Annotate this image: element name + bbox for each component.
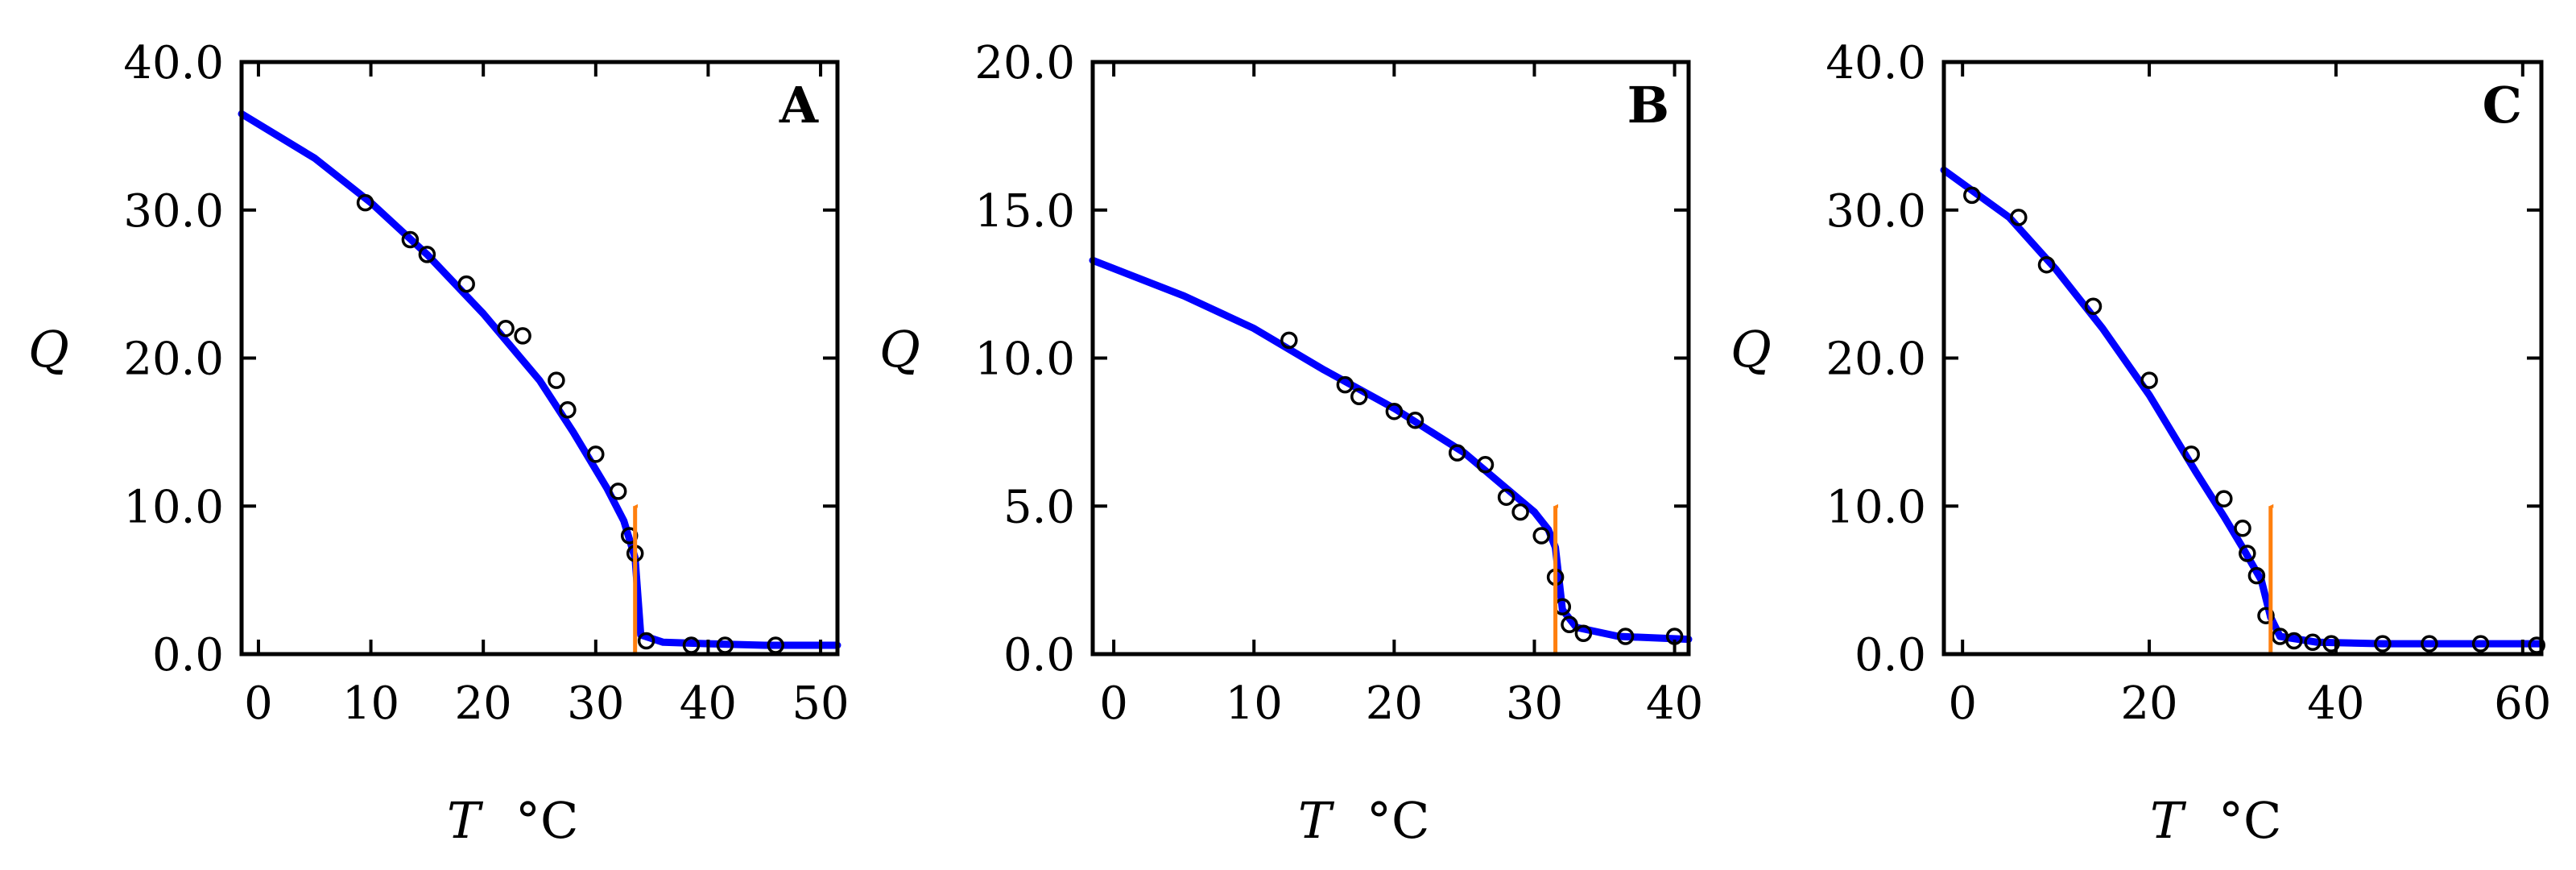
data-point	[1406, 411, 1424, 429]
panel-b: 0.0 5.0 10.0 15.0 20.0 0 10 20 30 40 T °C Q B	[879, 37, 1703, 850]
data-point	[1280, 331, 1298, 350]
x-tick-label: 10	[342, 677, 399, 730]
data-point	[1532, 527, 1550, 545]
data-point	[637, 632, 655, 650]
x-tick-label: 40	[680, 677, 737, 730]
y-tick-label: 10.0	[974, 334, 1075, 386]
x-tick-label: 50	[792, 677, 849, 730]
data-point	[1963, 186, 1981, 205]
x-axis-symbol: T	[1298, 791, 1335, 850]
data-point	[356, 193, 374, 212]
y-tick-label: 0.0	[1854, 629, 1926, 682]
data-point	[1574, 624, 1593, 643]
data-point	[587, 445, 605, 463]
y-tick-label: 20.0	[123, 334, 224, 386]
data-point	[559, 401, 577, 419]
y-tick-label: 0.0	[1003, 629, 1075, 682]
data-markers	[1963, 186, 2545, 654]
panel-letter: A	[779, 76, 819, 135]
x-axis-unit: °C	[1367, 791, 1429, 850]
data-point	[2182, 445, 2200, 463]
data-point	[2215, 490, 2233, 508]
y-axis-label: Q	[879, 320, 920, 379]
data-point	[1476, 456, 1495, 474]
plot-frame	[1941, 60, 2544, 657]
fit-curve-series-1	[1089, 256, 1693, 644]
y-tick-label: 30.0	[1826, 185, 1926, 238]
x-axis-unit: °C	[2218, 791, 2281, 850]
x-tick-label: 0	[1099, 677, 1128, 730]
y-tick-label: 0.0	[152, 629, 224, 682]
data-point	[548, 371, 565, 389]
panel-letter: B	[1627, 76, 1669, 135]
x-tick-label: 20	[2120, 677, 2177, 730]
y-axis-label: Q	[1730, 320, 1772, 379]
x-tick-label: 30	[567, 677, 624, 730]
x-tick-label: 20	[455, 677, 512, 730]
y-tick-label: 20.0	[974, 37, 1075, 89]
y-tick-label: 20.0	[1826, 334, 1926, 386]
data-point	[2247, 566, 2266, 585]
data-point	[1616, 628, 1635, 645]
x-tick-label: 0	[244, 677, 273, 730]
x-axis-symbol: T	[2150, 791, 2187, 850]
data-point	[2239, 545, 2256, 562]
plot-frame	[239, 60, 840, 657]
data-point	[2037, 255, 2056, 274]
x-tick-label: 30	[1506, 677, 1563, 730]
x-axis-symbol: T	[447, 791, 484, 850]
data-point	[2374, 635, 2392, 652]
y-tick-label: 40.0	[1826, 37, 1926, 89]
data-markers	[1280, 331, 1684, 645]
x-tick-label: 40	[1646, 677, 1703, 730]
x-tick-label: 0	[1948, 677, 1977, 730]
data-point	[2257, 607, 2275, 624]
y-tick-label: 10.0	[1826, 481, 1926, 533]
data-point	[2010, 209, 2028, 226]
data-point	[1448, 444, 1466, 462]
data-point	[2421, 635, 2438, 652]
plot-frame	[1090, 60, 1691, 657]
data-point	[401, 230, 420, 249]
data-point	[2322, 635, 2340, 652]
data-point	[1561, 615, 1578, 634]
y-tick-label: 5.0	[1003, 481, 1075, 533]
y-axis-label: Q	[28, 320, 69, 379]
data-point	[1511, 503, 1529, 521]
data-point	[457, 275, 475, 293]
panel-c: 0.0 10.0 20.0 30.0 40.0 0 20 40 60 T °C Q C	[1730, 37, 2551, 850]
data-point	[2285, 632, 2303, 650]
data-point	[2471, 635, 2490, 652]
data-point	[1497, 488, 1515, 506]
data-point	[497, 319, 515, 338]
data-point	[418, 246, 436, 263]
y-tick-label: 30.0	[123, 185, 224, 238]
panel-letter: C	[2483, 76, 2522, 135]
fit-curve-series-1	[238, 110, 841, 649]
x-axis-unit: °C	[515, 791, 578, 850]
data-point	[1385, 402, 1404, 420]
x-tick-label: 20	[1366, 677, 1423, 730]
x-tick-label: 60	[2494, 677, 2551, 730]
panel-a: 0.0 10.0 20.0 30.0 40.0 0 10 20 30 40 50 T °C Q A	[28, 37, 850, 850]
data-point	[1336, 375, 1354, 394]
data-point	[514, 327, 531, 345]
y-tick-label: 40.0	[123, 37, 224, 89]
data-point	[2140, 371, 2158, 389]
x-tick-label: 10	[1226, 677, 1283, 730]
data-point	[1350, 387, 1368, 406]
fit-curve-series-1	[1940, 166, 2545, 648]
data-point	[2304, 633, 2322, 652]
x-tick-label: 40	[2307, 677, 2364, 730]
data-point	[609, 483, 627, 500]
y-tick-label: 15.0	[974, 185, 1075, 238]
y-tick-label: 10.0	[123, 481, 224, 533]
data-point	[2234, 520, 2251, 537]
data-point	[2084, 297, 2103, 315]
